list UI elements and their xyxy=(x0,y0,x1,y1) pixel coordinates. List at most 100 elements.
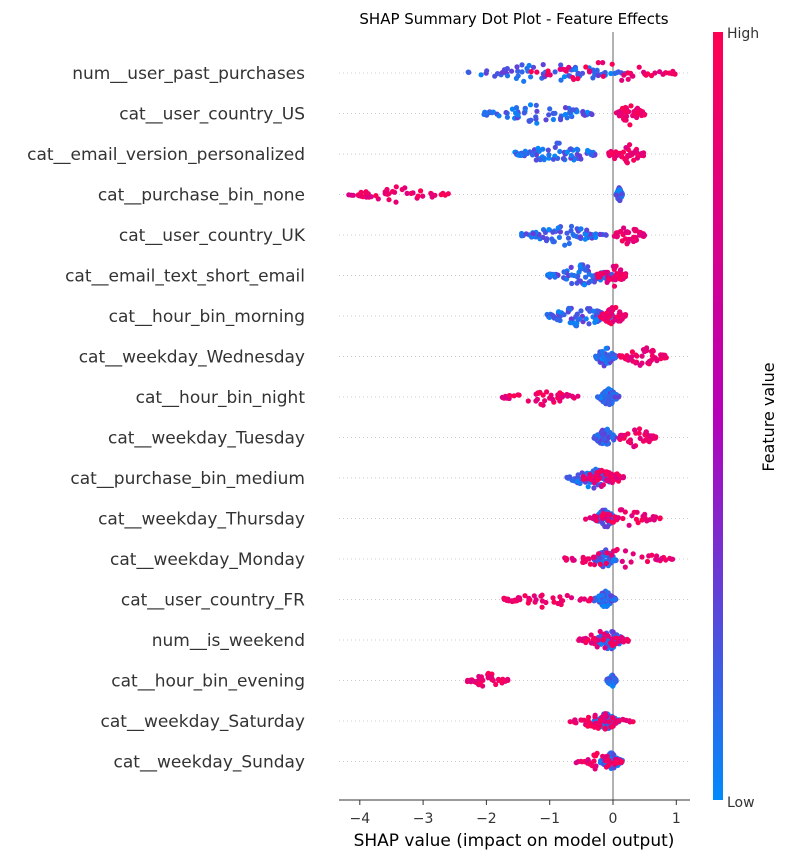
dot-low xyxy=(550,156,557,162)
dot-high xyxy=(662,70,669,76)
dot-high xyxy=(587,561,594,567)
dot-high xyxy=(619,238,625,244)
dot-low xyxy=(568,152,575,159)
dot-low xyxy=(612,394,618,400)
dot-high xyxy=(363,189,369,195)
dot-high xyxy=(589,763,595,769)
dot-high xyxy=(594,514,600,520)
dot-high xyxy=(628,354,635,360)
dot-high xyxy=(614,230,621,236)
x-tick-label: −3 xyxy=(413,811,434,827)
dot-high xyxy=(584,638,590,644)
dot-low xyxy=(584,109,591,115)
chart-title: SHAP Summary Dot Plot - Feature Effects xyxy=(359,10,668,28)
dot-high xyxy=(621,72,627,78)
dot-low xyxy=(594,432,601,438)
dot-low xyxy=(518,152,524,158)
dot-low xyxy=(484,68,490,74)
dot-low xyxy=(552,69,558,75)
feature-label: cat__weekday_Saturday xyxy=(101,712,305,732)
dot-high xyxy=(505,676,511,683)
dot-high xyxy=(597,628,603,635)
dot-high xyxy=(555,392,561,398)
dot-low xyxy=(582,282,588,288)
feature-label: cat__weekday_Wednesday xyxy=(79,348,305,368)
dot-high xyxy=(585,757,591,763)
dot-low xyxy=(600,354,606,360)
dot-low xyxy=(533,102,539,108)
dot-low xyxy=(610,432,616,438)
colorbar-label: Feature value xyxy=(759,362,778,471)
dot-low xyxy=(568,228,574,234)
dot-high xyxy=(612,759,618,765)
dot-low xyxy=(552,274,558,280)
dot-high xyxy=(614,475,620,481)
dot-low xyxy=(564,149,570,155)
dot-high xyxy=(567,719,573,725)
dot-high xyxy=(634,359,640,365)
dot-low xyxy=(575,147,581,153)
dot-low xyxy=(598,641,604,647)
dot-high xyxy=(581,476,587,482)
dot-high xyxy=(572,717,578,723)
dot-low xyxy=(523,231,529,237)
dot-low xyxy=(591,435,597,441)
dot-high xyxy=(390,188,396,195)
dot-low xyxy=(558,77,564,83)
dot-low xyxy=(597,231,603,237)
dot-low xyxy=(542,229,549,235)
dot-low xyxy=(596,593,602,599)
dot-high xyxy=(622,548,629,554)
dot-high xyxy=(605,517,612,524)
dot-low xyxy=(586,280,592,286)
dot-high xyxy=(608,150,614,156)
dot-high xyxy=(609,552,615,558)
dot-high xyxy=(650,514,656,520)
dot-high xyxy=(625,152,631,158)
dot-high xyxy=(616,353,623,359)
dot-high xyxy=(640,347,647,353)
dot-high xyxy=(591,480,597,486)
dot-high xyxy=(619,105,626,111)
dot-low xyxy=(557,229,564,235)
dot-low xyxy=(606,678,613,684)
dot-high xyxy=(558,598,565,604)
dot-low xyxy=(527,102,534,108)
dot-high xyxy=(639,554,645,560)
colorbar xyxy=(713,32,723,800)
dot-high xyxy=(611,283,618,289)
dot-low xyxy=(610,629,616,635)
dot-high xyxy=(607,512,613,518)
dot-high xyxy=(373,193,379,199)
dot-high xyxy=(612,155,618,162)
dot-high xyxy=(639,353,645,359)
dot-high xyxy=(642,515,648,522)
dot-high xyxy=(601,636,607,642)
dot-low xyxy=(583,316,589,322)
dot-low xyxy=(575,72,581,78)
dot-high xyxy=(580,559,586,566)
dot-high xyxy=(624,636,630,643)
dot-high xyxy=(540,392,546,398)
feature-label: cat__weekday_Tuesday xyxy=(108,429,305,449)
dot-high xyxy=(429,191,435,197)
dot-low xyxy=(543,117,549,123)
feature-label: cat__user_country_US xyxy=(119,105,305,125)
dot-low xyxy=(519,62,525,68)
dot-high xyxy=(628,559,634,565)
dot-low xyxy=(618,191,625,197)
feature-label: cat__purchase_bin_none xyxy=(98,186,305,206)
dot-high xyxy=(648,348,655,354)
dot-low xyxy=(515,73,521,79)
dot-high xyxy=(404,190,410,196)
dot-high xyxy=(531,593,537,599)
dot-low xyxy=(569,280,575,287)
dot-high xyxy=(477,680,483,687)
dot-low xyxy=(526,118,532,124)
dot-high xyxy=(585,714,592,720)
dot-low xyxy=(586,271,592,277)
dot-low xyxy=(595,72,601,79)
feature-label: cat__purchase_bin_medium xyxy=(70,469,305,489)
dot-high xyxy=(630,551,636,557)
dot-high xyxy=(602,718,608,725)
